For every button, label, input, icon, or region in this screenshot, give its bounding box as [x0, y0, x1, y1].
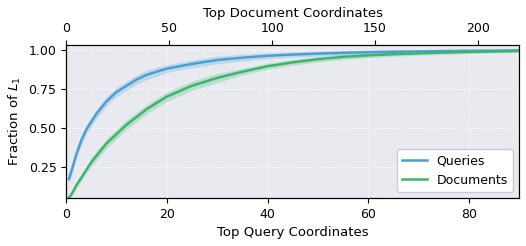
- Documents: [491, 50, 497, 53]
- Queries: [416, 50, 422, 53]
- Queries: [104, 100, 110, 103]
- Queries: [108, 95, 115, 98]
- Documents: [466, 50, 472, 53]
- Queries: [315, 52, 321, 55]
- Queries: [340, 51, 346, 54]
- Queries: [365, 51, 371, 54]
- Documents: [340, 55, 346, 58]
- Legend: Queries, Documents: Queries, Documents: [397, 149, 513, 192]
- Queries: [68, 170, 75, 173]
- Documents: [66, 196, 72, 199]
- Documents: [315, 58, 321, 61]
- Documents: [108, 137, 115, 140]
- Queries: [93, 112, 99, 115]
- Queries: [239, 56, 246, 59]
- Documents: [83, 168, 89, 171]
- Documents: [68, 193, 75, 196]
- Documents: [365, 54, 371, 57]
- Documents: [104, 142, 110, 145]
- Documents: [93, 154, 99, 157]
- Queries: [88, 120, 95, 123]
- Queries: [73, 153, 79, 156]
- X-axis label: Top Query Coordinates: Top Query Coordinates: [217, 226, 369, 239]
- Queries: [114, 91, 120, 93]
- Queries: [516, 49, 522, 52]
- Queries: [66, 178, 72, 181]
- Documents: [88, 160, 95, 163]
- Documents: [134, 115, 140, 118]
- Y-axis label: Fraction of $L_1$: Fraction of $L_1$: [7, 77, 23, 166]
- Queries: [124, 84, 130, 87]
- Documents: [516, 49, 522, 52]
- Line: Documents: Documents: [69, 51, 519, 198]
- Queries: [144, 73, 150, 76]
- Queries: [440, 50, 447, 53]
- Documents: [390, 53, 397, 56]
- Documents: [154, 101, 160, 104]
- Queries: [134, 78, 140, 81]
- Documents: [98, 148, 105, 151]
- Documents: [265, 65, 271, 68]
- Queries: [491, 49, 497, 52]
- Queries: [265, 54, 271, 57]
- Documents: [78, 176, 85, 179]
- Queries: [83, 128, 89, 131]
- Queries: [98, 106, 105, 109]
- Documents: [164, 95, 170, 98]
- Queries: [214, 59, 220, 62]
- Documents: [289, 61, 296, 64]
- Documents: [73, 184, 79, 187]
- Queries: [164, 67, 170, 70]
- Queries: [289, 53, 296, 56]
- Documents: [124, 123, 130, 126]
- Documents: [440, 51, 447, 54]
- X-axis label: Top Document Coordinates: Top Document Coordinates: [203, 7, 383, 20]
- Queries: [154, 70, 160, 73]
- Documents: [214, 77, 220, 79]
- Line: Queries: Queries: [69, 50, 519, 179]
- Queries: [390, 50, 397, 53]
- Documents: [239, 70, 246, 73]
- Documents: [144, 108, 150, 110]
- Queries: [466, 49, 472, 52]
- Queries: [189, 62, 195, 65]
- Documents: [189, 84, 195, 87]
- Documents: [114, 133, 120, 136]
- Queries: [78, 139, 85, 142]
- Documents: [416, 52, 422, 55]
